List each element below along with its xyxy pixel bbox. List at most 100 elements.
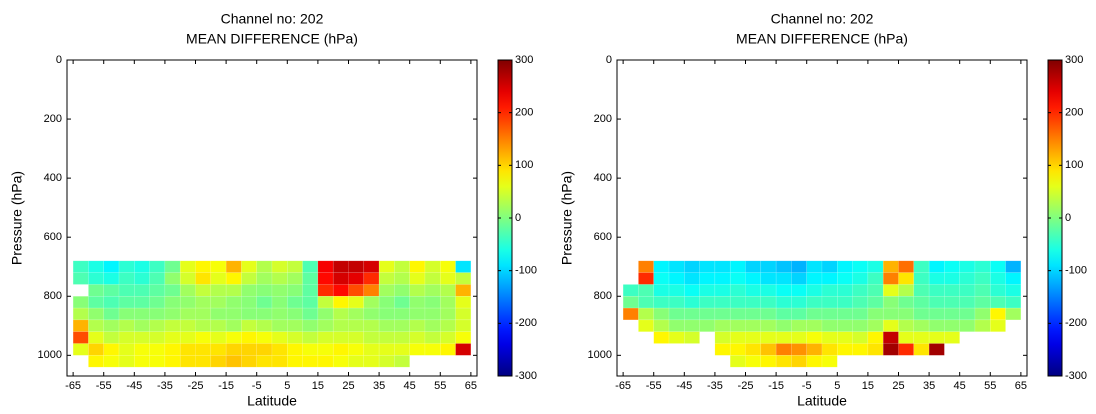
heat-cell [332,343,349,356]
heat-cell [775,296,792,309]
heat-cell [990,260,1006,273]
plot-frame [66,59,478,377]
chart-title: Channel no: 202 [771,11,874,27]
heat-cell [394,331,410,344]
heat-cell [225,284,242,297]
heat-cell [928,307,945,321]
x-tick-label: 45 [404,380,416,392]
x-tick-label: -25 [188,380,204,392]
heat-cell [867,284,884,297]
heat-cell [944,296,960,309]
heat-cell [424,296,441,309]
heat-cell [149,331,166,344]
heat-cell [653,331,670,344]
heat-cell [88,355,104,368]
heat-cell [409,272,426,285]
heat-cell [287,343,303,356]
heat-cell [134,260,150,273]
heat-cell [256,296,273,309]
heat-cell [791,355,807,368]
heat-cell [653,296,670,309]
y-tick-label: 1000 [588,349,612,361]
heat-cell [837,260,853,273]
heat-cell [287,272,303,285]
heat-cell [775,331,792,344]
heat-cell [821,284,838,297]
heat-cell [332,296,349,309]
heat-cell [882,284,899,297]
heat-cell [72,331,89,344]
heat-cell [837,272,853,285]
heat-cell [714,319,731,332]
heat-cell [348,355,365,368]
heat-cell [837,319,853,332]
heat-cell [944,272,960,285]
heat-cell [684,284,700,297]
x-tick-label: -55 [646,380,662,392]
heat-cell [760,307,777,321]
heat-cell [1005,260,1022,273]
heat-cell [363,296,380,309]
heat-cell [622,284,639,297]
heat-cell [898,260,915,273]
heat-cell [317,296,334,309]
heat-cell [210,343,227,356]
heat-cell [699,260,716,273]
heat-cell [913,331,930,344]
heat-cell [134,307,150,321]
heat-cell [806,343,823,356]
heat-cell [806,319,823,332]
x-tick-label: -45 [126,380,142,392]
heat-cell [134,272,150,285]
heat-cell [928,331,945,344]
heat-cell [409,296,426,309]
heat-cell [684,319,700,332]
heat-cell [179,284,196,297]
heat-cell [88,343,104,356]
heat-cell [913,307,930,321]
x-tick-label: 55 [434,380,446,392]
heat-cell [821,319,838,332]
heat-cell [455,284,472,297]
colorbar-tick-label: 0 [1065,212,1071,224]
heat-cell [440,319,456,332]
heat-cell [699,284,716,297]
heat-cell [974,284,991,297]
heat-cell [149,343,166,356]
heat-cell [990,296,1006,309]
heat-cell [775,355,792,368]
heat-cell [867,272,884,285]
heat-cell [806,331,823,344]
heat-cell [837,296,853,309]
heat-cell [852,331,869,344]
heat-cell [1005,307,1022,321]
heat-cell [134,284,150,297]
heat-cell [149,307,166,321]
heat-cell [394,343,410,356]
heat-cell [179,296,196,309]
heat-cell [134,355,150,368]
heat-cell [287,307,303,321]
x-tick-label: -5 [802,380,812,392]
heat-cell [928,284,945,297]
heat-cell [440,307,456,321]
heat-cell [882,319,899,332]
heat-cell [653,260,670,273]
heat-cell [409,307,426,321]
heat-cell [348,296,365,309]
x-tick-label: -45 [676,380,692,392]
heat-cell [424,343,441,356]
y-tick-label: 0 [56,54,62,66]
heat-cell [118,260,135,273]
heat-cell [806,260,823,273]
heat-cell [210,272,227,285]
heat-cell [271,272,288,285]
heat-cell [179,307,196,321]
colorbar-tick-label: 300 [515,54,533,66]
heat-cell [974,319,991,332]
colorbar-tick-label: 200 [1065,107,1083,119]
heat-cell [241,260,257,273]
heat-cell [241,319,257,332]
x-tick-label: -15 [768,380,784,392]
heat-cell [332,319,349,332]
